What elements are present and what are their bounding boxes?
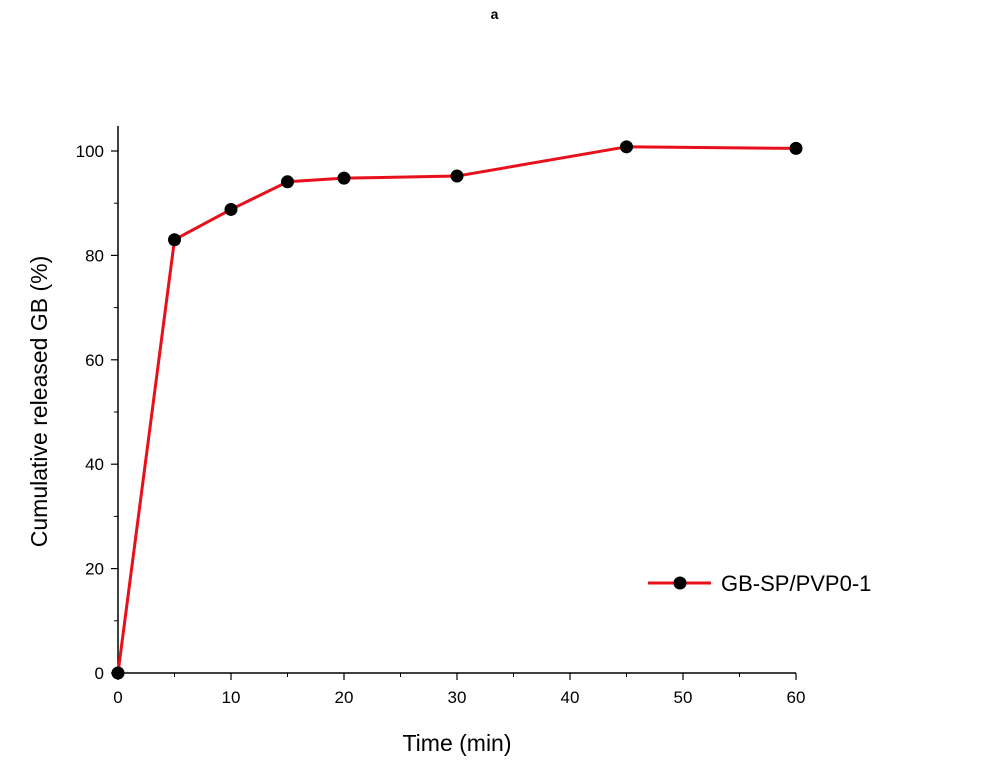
data-point	[224, 202, 238, 216]
legend-label: GB-SP/PVP0-1	[721, 571, 871, 596]
x-tick-label: 0	[113, 688, 122, 707]
series-layer	[111, 140, 803, 680]
data-point	[620, 140, 633, 154]
data-point	[789, 141, 803, 155]
x-axis-label: Time (min)	[402, 730, 511, 756]
legend-marker	[673, 576, 687, 590]
panel-label: a	[490, 6, 499, 22]
y-tick-label: 80	[85, 246, 104, 265]
y-axis-label: Cumulative released GB (%)	[26, 256, 52, 547]
axis-ticks	[111, 150, 797, 680]
x-tick-label: 60	[787, 688, 806, 707]
y-tick-label: 40	[85, 455, 104, 474]
y-tick-label: 20	[85, 560, 104, 579]
data-point	[450, 169, 464, 183]
data-point	[281, 175, 294, 189]
series-line	[116, 145, 797, 674]
data-point	[337, 171, 351, 185]
x-tick-label: 20	[335, 688, 354, 707]
x-tick-label: 50	[674, 688, 693, 707]
y-tick-label: 60	[85, 351, 104, 370]
x-tick-label: 10	[222, 688, 241, 707]
data-point	[111, 666, 125, 680]
axes	[117, 126, 796, 674]
legend: GB-SP/PVP0-1	[648, 571, 871, 596]
x-tick-label: 40	[561, 688, 580, 707]
tick-labels: 0 10 20 30 40 50 60 0 20 40 60 80 100	[76, 142, 806, 707]
data-point	[168, 233, 181, 247]
x-tick-label: 30	[448, 688, 467, 707]
y-tick-label: 100	[76, 142, 104, 161]
y-tick-label: 0	[95, 664, 104, 683]
